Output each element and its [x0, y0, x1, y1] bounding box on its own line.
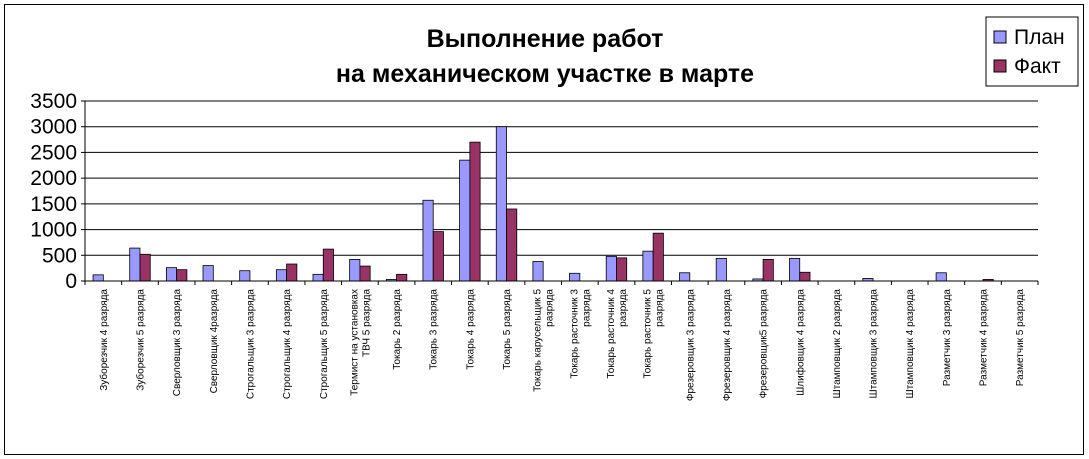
x-tick-label: Фрезеровщик5 разряда [759, 289, 770, 399]
x-tick-label: Токарь расточник 4разряда [606, 289, 629, 379]
x-tick-label: Токарь 5 разряда [502, 289, 513, 370]
bar-fact [652, 232, 664, 282]
bar-plan [165, 267, 178, 282]
y-tick-label: 2000 [30, 167, 77, 190]
y-tick-label: 3500 [30, 90, 77, 113]
x-tick-label: Строгальщик 4 разряда [282, 289, 293, 400]
y-tick-label: 3000 [30, 116, 77, 139]
x-tick-label: Штамповщик 3 разряда [869, 289, 880, 399]
bar-fact [762, 258, 774, 282]
y-tick-label: 1500 [30, 193, 77, 216]
x-tick-label: Фрезеровщик 4 разряда [722, 289, 733, 402]
y-tick-label: 1000 [30, 219, 77, 242]
bar-plan [495, 126, 507, 282]
bar-fact [322, 248, 334, 282]
chart-title-line-1: Выполнение работ [427, 25, 664, 53]
bar-plan [275, 269, 287, 282]
x-tick-label: Зуборезчик 5 разряда [134, 289, 146, 391]
x-tick-label: Токарь расточник 5разряда [643, 289, 666, 379]
y-tick-label: 2500 [30, 141, 77, 164]
bar-plan [349, 258, 361, 282]
legend-label-fact: Факт [1014, 55, 1061, 78]
chart-frame: 0 500 1000 1500 2000 2500 3000 3500 Зуборезчик … [4, 4, 1084, 455]
x-tick-label: Токарь 2 разряда [392, 289, 403, 370]
x-tick-label: Зуборезчик 4 разряда [98, 289, 110, 391]
bar-fact [432, 231, 444, 282]
x-tick-label: Токарь расточник 3разряда [569, 289, 592, 379]
x-tick-label: Фрезеровщик 3 разряда [685, 289, 696, 402]
bar-plan [935, 272, 947, 282]
bar-plan [569, 272, 581, 282]
plot-bars [92, 126, 994, 282]
plot-axes [81, 100, 1039, 285]
chart-title-line-2: на механическом участке в марте [336, 60, 754, 88]
x-tick-label: Разметчик 3 разряда [942, 289, 953, 387]
x-tick-label: Строгальщик 5 разряда [319, 289, 330, 400]
bar-plan [532, 261, 544, 282]
x-tick-label: Разметчик 4 разряда [979, 289, 990, 387]
bar-fact [616, 257, 628, 282]
bar-plan [422, 199, 434, 282]
x-tick-label: Штамповщик 2 разряда [832, 289, 843, 399]
y-tick-label: 500 [42, 244, 77, 267]
bar-fact [396, 273, 408, 282]
bar-fact [506, 208, 518, 282]
bar-fact [799, 271, 811, 282]
y-tick-label: 0 [65, 270, 77, 293]
bar-plan [459, 159, 471, 282]
bar-fact [176, 269, 188, 282]
x-tick-label: Шлифовщик 4 разряда [794, 289, 806, 396]
bar-plan [715, 257, 727, 282]
bar-fact [469, 141, 481, 282]
bar-plan [129, 247, 141, 282]
legend-label-plan: План [1014, 26, 1065, 49]
plot-gridlines [85, 100, 1038, 256]
x-tick-label: Строгальщик 3 разряда [245, 289, 256, 400]
x-tick-label: Токарь 3 разряда [429, 289, 440, 370]
bar-fact [359, 265, 371, 282]
bar-plan [202, 265, 214, 282]
bar-plan [92, 274, 104, 282]
x-tick-label: Штамповщик 4 разряда [905, 289, 916, 399]
x-tick-label: Сверловщик 4разряда [209, 289, 220, 394]
bar-plan [789, 257, 801, 282]
x-tick-label: Термист на установкахТВЧ 5 разряда [349, 289, 372, 396]
legend-box [985, 16, 1079, 87]
legend: План Факт [985, 16, 1079, 87]
x-tick-label: Разметчик 5 разряда [1015, 289, 1026, 387]
bar-plan [642, 250, 654, 282]
legend-swatch-fact [993, 59, 1007, 73]
bar-plan [239, 270, 251, 282]
bar-plan [312, 273, 324, 282]
bar-plan [605, 255, 617, 282]
x-tick-label: Токарь 4 разряда [465, 289, 476, 370]
bar-fact [286, 263, 298, 282]
x-tick-label: Сверловщик 3 разряда [172, 289, 183, 397]
bar-plan [679, 272, 691, 282]
legend-swatch-plan [993, 30, 1007, 44]
x-axis-tick-labels: Зуборезчик 4 разряда Зуборезчик 5 разряда… [98, 289, 1026, 402]
bar-fact [139, 253, 151, 282]
x-tick-label: Токарь карусельщик 5разряда [533, 289, 556, 392]
